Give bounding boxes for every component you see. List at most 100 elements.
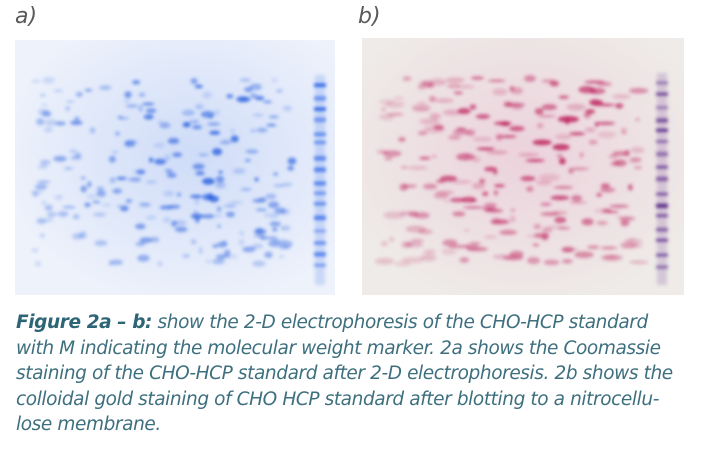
- spot: [429, 78, 447, 86]
- spot: [600, 246, 618, 250]
- spot: [602, 103, 618, 107]
- spot: [402, 76, 412, 82]
- spot: [635, 118, 640, 121]
- spot: [153, 142, 165, 148]
- spot: [89, 127, 96, 134]
- spot: [46, 212, 58, 217]
- spot: [142, 102, 155, 106]
- spot: [381, 241, 388, 246]
- spot: [532, 139, 552, 146]
- spot: [604, 255, 618, 259]
- panel-label: b): [358, 4, 381, 29]
- spot: [452, 211, 466, 217]
- spot: [451, 180, 472, 184]
- spot: [102, 203, 111, 207]
- spot: [79, 231, 87, 239]
- caption-text: show the 2-D electrophoresis of the CHO-…: [152, 312, 649, 333]
- spot: [408, 211, 419, 218]
- spot: [282, 105, 292, 112]
- spot: [405, 241, 424, 248]
- caption-line: lose membrane.: [16, 414, 161, 435]
- spot: [287, 165, 295, 171]
- spot: [34, 260, 42, 267]
- spot: [195, 104, 204, 110]
- spot: [471, 182, 486, 190]
- spot: [459, 257, 470, 263]
- spot: [561, 248, 579, 252]
- spot: [490, 219, 510, 225]
- spot: [584, 80, 606, 84]
- spot: [588, 139, 598, 145]
- spot: [401, 256, 424, 264]
- spot: [549, 80, 560, 87]
- spot: [212, 148, 223, 156]
- spot: [472, 156, 481, 163]
- spot: [442, 239, 458, 247]
- spot: [417, 131, 428, 136]
- spot: [411, 104, 431, 112]
- spot: [96, 190, 106, 198]
- spot: [80, 185, 87, 193]
- spot: [448, 244, 470, 249]
- spot: [168, 204, 181, 209]
- spot: [419, 156, 431, 160]
- gel-b: [362, 38, 684, 295]
- spot: [429, 112, 441, 120]
- spot: [499, 229, 517, 235]
- spot: [174, 226, 188, 233]
- spot: [164, 154, 171, 162]
- spot: [191, 125, 203, 130]
- spot: [108, 262, 113, 266]
- spot: [92, 200, 101, 204]
- spot: [386, 112, 404, 117]
- spot: [124, 140, 131, 147]
- spot: [554, 216, 567, 224]
- spot: [57, 211, 69, 217]
- spot: [524, 75, 536, 83]
- spot: [456, 84, 475, 89]
- spot: [543, 259, 560, 266]
- spot: [466, 246, 488, 252]
- spot: [172, 152, 183, 157]
- spot: [171, 220, 177, 227]
- spot: [380, 107, 387, 112]
- gel-a: [15, 40, 335, 295]
- spot: [44, 204, 53, 211]
- spot: [207, 122, 221, 126]
- spot: [252, 113, 264, 117]
- spot: [42, 76, 55, 84]
- spot: [384, 156, 393, 161]
- spot: [600, 183, 611, 189]
- spot: [256, 227, 264, 234]
- spot: [55, 121, 66, 126]
- spot: [596, 193, 603, 197]
- spot: [509, 215, 516, 223]
- spot: [145, 215, 157, 220]
- spot: [139, 237, 152, 244]
- spot: [435, 190, 455, 195]
- spot: [385, 101, 405, 109]
- spot: [486, 150, 508, 155]
- spot: [615, 102, 624, 109]
- spot: [125, 104, 139, 108]
- spot: [271, 78, 278, 83]
- spot: [541, 104, 557, 111]
- spot: [423, 183, 438, 190]
- spot: [588, 99, 601, 106]
- spot: [526, 257, 541, 265]
- spot: [629, 87, 649, 94]
- spot: [166, 172, 177, 178]
- spot: [487, 79, 506, 83]
- spot: [181, 109, 195, 116]
- spot: [561, 259, 573, 264]
- spot: [192, 210, 199, 217]
- spot: [552, 143, 570, 151]
- spot: [148, 157, 154, 163]
- spot: [633, 166, 642, 170]
- spot: [568, 167, 589, 171]
- spot: [109, 177, 116, 184]
- spot: [66, 100, 75, 103]
- spot: [116, 176, 127, 181]
- spot: [212, 214, 223, 218]
- spot: [485, 208, 503, 213]
